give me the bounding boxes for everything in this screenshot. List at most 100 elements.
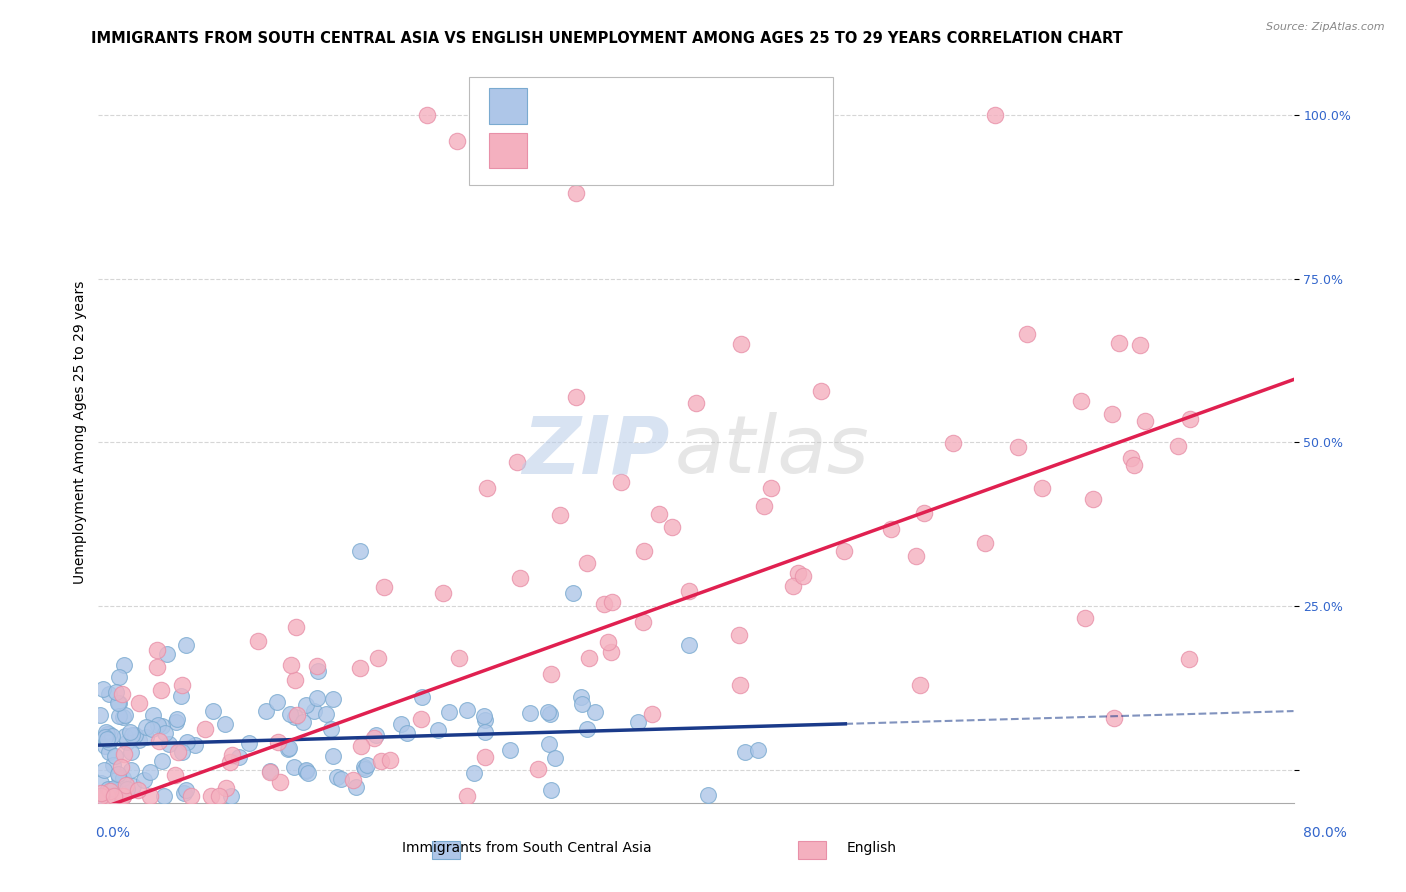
- Point: [728, 628, 751, 642]
- Point: [174, 638, 197, 652]
- Point: [322, 692, 344, 706]
- Point: [576, 556, 599, 570]
- Point: [378, 753, 401, 767]
- Point: [353, 760, 375, 774]
- Point: [498, 743, 520, 757]
- Point: [1104, 711, 1126, 725]
- Point: [942, 436, 965, 450]
- Point: [571, 697, 593, 711]
- Point: [626, 714, 648, 729]
- Point: [219, 789, 242, 803]
- Point: [342, 772, 364, 787]
- Point: [734, 746, 756, 760]
- Point: [124, 728, 146, 742]
- Text: 80.0%: 80.0%: [1303, 826, 1347, 839]
- Point: [103, 780, 125, 795]
- Point: [150, 719, 173, 733]
- Text: Immigrants from South Central Asia: Immigrants from South Central Asia: [402, 840, 652, 855]
- Point: [120, 745, 142, 759]
- Point: [544, 751, 567, 765]
- Point: [150, 755, 173, 769]
- Point: [89, 708, 111, 723]
- Point: [834, 544, 856, 558]
- Point: [1135, 414, 1157, 428]
- Point: [475, 481, 498, 495]
- Point: [305, 659, 328, 673]
- Point: [266, 735, 288, 749]
- Point: [786, 566, 808, 580]
- Point: [472, 708, 495, 723]
- Point: [474, 750, 496, 764]
- Point: [90, 789, 112, 804]
- Point: [165, 714, 187, 729]
- Point: [319, 722, 342, 736]
- Point: [538, 737, 561, 751]
- Point: [153, 789, 176, 804]
- Point: [97, 782, 120, 797]
- Point: [1167, 439, 1189, 453]
- Point: [285, 619, 308, 633]
- Point: [96, 727, 118, 741]
- Point: [984, 108, 1007, 122]
- Point: [509, 571, 531, 585]
- Point: [610, 475, 633, 489]
- Point: [176, 735, 198, 749]
- Point: [295, 764, 318, 779]
- Point: [678, 638, 700, 652]
- Point: [202, 704, 225, 718]
- Point: [111, 710, 134, 724]
- Point: [349, 660, 371, 674]
- Point: [277, 741, 299, 756]
- Point: [96, 789, 118, 804]
- Point: [107, 767, 129, 781]
- Point: [107, 696, 129, 710]
- Point: [132, 772, 155, 787]
- Point: [98, 687, 121, 701]
- Point: [111, 789, 134, 804]
- Point: [254, 704, 277, 718]
- Point: [409, 712, 432, 726]
- FancyBboxPatch shape: [489, 133, 527, 169]
- Point: [697, 788, 720, 802]
- Text: R = 0.560   N = 108: R = 0.560 N = 108: [541, 138, 695, 153]
- Point: [157, 738, 180, 752]
- Point: [283, 760, 305, 774]
- Point: [297, 766, 319, 780]
- Point: [110, 789, 132, 804]
- Point: [114, 779, 136, 793]
- Point: [575, 722, 598, 736]
- Point: [367, 651, 389, 665]
- Point: [150, 682, 173, 697]
- Point: [631, 615, 654, 629]
- Point: [97, 745, 120, 759]
- Point: [218, 755, 240, 769]
- Point: [602, 594, 624, 608]
- Point: [284, 710, 307, 724]
- Point: [194, 722, 217, 736]
- Point: [208, 789, 231, 804]
- Point: [578, 651, 600, 665]
- Point: [565, 186, 588, 201]
- Point: [908, 678, 931, 692]
- Point: [447, 650, 470, 665]
- Point: [112, 658, 135, 673]
- Point: [280, 658, 302, 673]
- Point: [294, 763, 316, 777]
- Text: 0.0%: 0.0%: [96, 826, 131, 839]
- Point: [1031, 481, 1053, 495]
- Text: atlas: atlas: [675, 412, 869, 490]
- Point: [141, 722, 163, 736]
- Point: [111, 687, 134, 701]
- Point: [174, 783, 197, 797]
- Point: [474, 713, 496, 727]
- Point: [322, 748, 344, 763]
- Point: [565, 390, 588, 404]
- Point: [156, 648, 179, 662]
- Point: [108, 770, 131, 784]
- Point: [142, 708, 165, 723]
- Point: [610, 108, 633, 122]
- Point: [278, 706, 301, 721]
- Point: [90, 776, 112, 790]
- Point: [389, 716, 412, 731]
- Point: [759, 481, 782, 495]
